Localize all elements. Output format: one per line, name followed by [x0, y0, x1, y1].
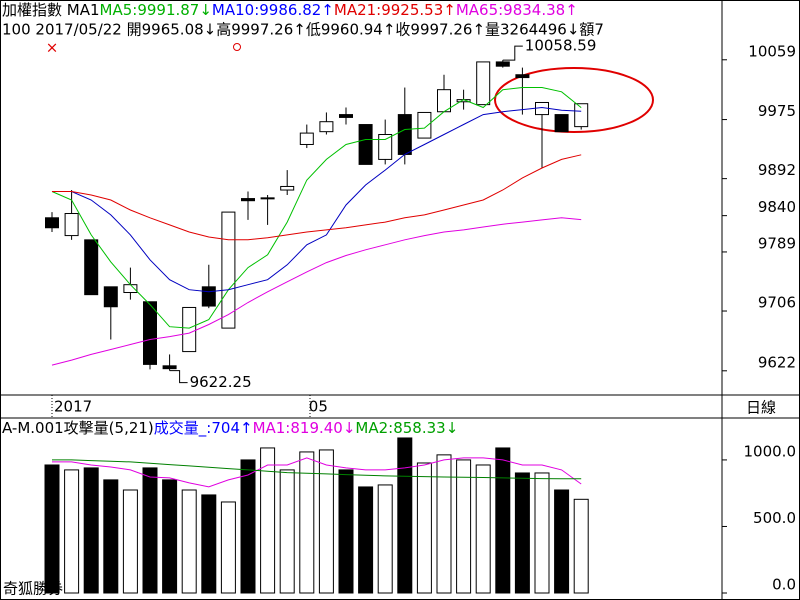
volume-bar — [83, 467, 99, 594]
volume-bar — [573, 498, 589, 594]
candle-body — [45, 217, 59, 229]
header-item: MA1:819.40↓ — [253, 419, 356, 437]
annotation: 10058.59 — [525, 37, 597, 55]
info-line: 100 2017/05/22 開9965.08↓高9997.26↑低9960.9… — [2, 21, 604, 39]
y-tick-label: 9975 — [758, 102, 796, 120]
candle-body — [103, 286, 118, 308]
volume-bar — [103, 479, 119, 594]
volume-bar — [397, 437, 413, 594]
header: A-M.001攻擊量(5,21)成交量_:704↑MA1:819.40↓MA2:… — [2, 419, 458, 438]
volume-bar — [279, 469, 295, 594]
candle-body — [574, 103, 589, 128]
candle-body — [319, 121, 334, 133]
annotation-leader — [502, 45, 523, 61]
signal-mark: × — [46, 39, 59, 57]
y-tick-label: 0.0 — [772, 576, 796, 594]
header-item: MA2:858.33↓ — [355, 419, 458, 437]
header-item: MA21:9925.53↑ — [334, 1, 456, 19]
ma-line — [52, 154, 582, 241]
volume-bar — [201, 494, 217, 594]
candle-body — [515, 74, 530, 79]
candle-body — [182, 306, 197, 353]
volume-bar — [514, 472, 530, 594]
candle-body — [397, 114, 412, 155]
candle-body — [378, 134, 393, 160]
y-tick-label: 500.0 — [753, 509, 796, 527]
ma-line — [52, 459, 582, 480]
header-item: MA65:9834.38↑ — [456, 1, 578, 19]
candle-body — [299, 132, 314, 145]
volume-bar — [64, 469, 80, 594]
y-tick-label: 9706 — [758, 294, 796, 312]
candle-body — [221, 211, 236, 329]
volume-bar — [554, 489, 570, 594]
volume-bar — [475, 464, 491, 594]
ma-line — [51, 217, 582, 366]
candle-body — [417, 111, 432, 139]
volume-bar — [220, 501, 236, 594]
header-item: MA10:9986.82↑ — [212, 1, 334, 19]
y-tick-label: 9622 — [758, 353, 796, 371]
candle-body — [476, 61, 491, 106]
candle-body — [84, 239, 99, 296]
candle-body — [162, 365, 177, 370]
volume-bar — [122, 489, 138, 594]
volume-bar — [181, 489, 197, 594]
volume-bar — [495, 447, 511, 594]
volume-bar — [299, 451, 315, 594]
signal-mark — [233, 43, 241, 51]
y-tick-label: 1000.0 — [744, 442, 797, 460]
y-tick-label: 9789 — [758, 234, 796, 252]
y-tick-label: 9892 — [758, 161, 796, 179]
ma-line — [51, 87, 582, 329]
candle-body — [241, 198, 255, 202]
candle-body — [554, 114, 569, 133]
y-tick-label: 9840 — [758, 198, 796, 216]
volume-bar — [260, 447, 276, 594]
volume-bar — [534, 472, 550, 594]
annotation-leader — [169, 370, 188, 384]
candle-body — [143, 301, 157, 365]
volume-bar — [377, 484, 393, 594]
volume-bar — [416, 462, 432, 594]
y-tick-label: 10059 — [748, 42, 796, 60]
candle-body — [123, 284, 138, 294]
volume-bar — [436, 454, 452, 594]
volume-bar — [240, 459, 256, 594]
candle-body — [64, 213, 79, 237]
candle-body — [339, 114, 353, 118]
volume-bar — [318, 449, 334, 594]
ma-line — [52, 106, 582, 293]
candle-body — [280, 185, 295, 191]
volume-bar — [358, 486, 374, 594]
candle-body — [260, 197, 275, 200]
candle-body — [495, 61, 510, 67]
volume-bar — [456, 459, 472, 594]
volume-bar — [338, 469, 354, 594]
volume-bar — [142, 467, 158, 594]
ma-line — [52, 457, 582, 488]
volume-bar — [44, 464, 60, 594]
highlight-ellipse — [494, 67, 654, 133]
annotation: 9622.25 — [190, 373, 252, 391]
header-item: MA5:9991.87↓ — [100, 1, 212, 19]
header-item: 加權指數 MA1 — [2, 1, 100, 19]
volume-bar — [162, 479, 178, 594]
x-tick-label: 05 — [309, 398, 328, 416]
x-tick-label: 2017 — [54, 398, 92, 416]
candle-body — [201, 286, 216, 307]
header-item: 成交量_:704↑ — [154, 419, 253, 438]
period-label: 日線 — [746, 399, 776, 417]
header: 加權指數 MA1MA5:9991.87↓MA10:9986.82↑MA21:99… — [2, 1, 578, 19]
candle-body — [358, 124, 373, 165]
header-item: A-M.001攻擊量(5,21) — [2, 419, 154, 437]
